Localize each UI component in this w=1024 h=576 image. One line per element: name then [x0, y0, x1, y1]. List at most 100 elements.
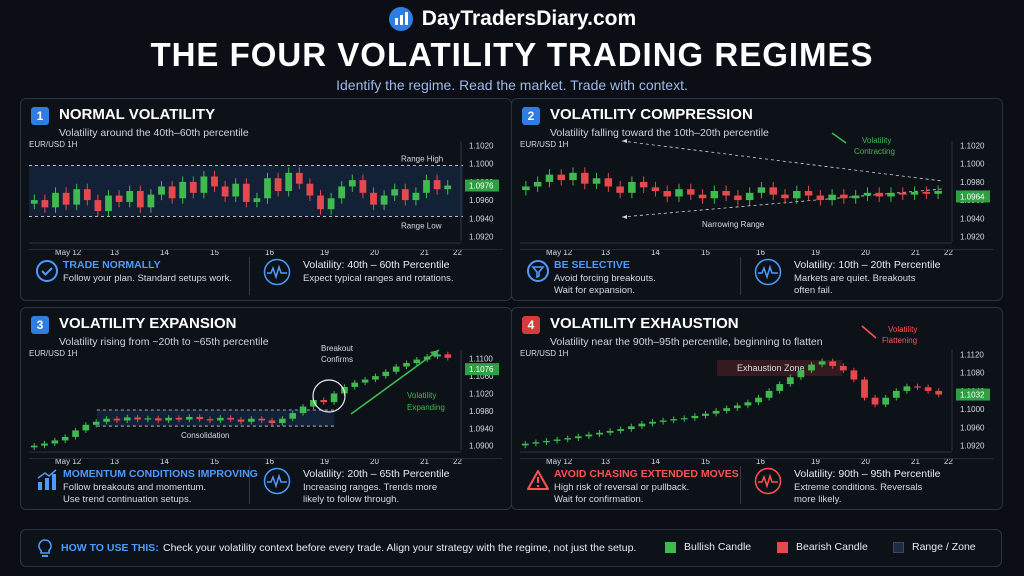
y-tick-label: 1.1000 — [960, 405, 985, 414]
candle-body — [765, 390, 773, 398]
candle-body — [92, 421, 100, 425]
candle-body — [123, 417, 131, 421]
candle-body — [274, 178, 282, 191]
candlestick-chart-compression: Narrowing Range Volatility Contracting 1.10… — [520, 132, 990, 257]
x-tick-label: 16 — [756, 457, 765, 466]
y-tick-label: 1.0920 — [960, 232, 985, 241]
candle-body — [691, 415, 699, 419]
footer-divider — [249, 257, 250, 295]
x-tick-label: 16 — [265, 248, 274, 257]
x-tick-label: 19 — [320, 248, 329, 257]
legend-zone: Range / Zone — [893, 541, 976, 553]
candle-body — [217, 417, 224, 421]
y-tick-label: 1.0920 — [469, 232, 494, 241]
candle-body — [616, 186, 624, 193]
panel-description: Volatility around the 40th–60th percenti… — [59, 127, 249, 139]
brand[interactable]: DayTradersDiary.com — [0, 6, 1024, 32]
candle-body — [338, 186, 346, 199]
x-tick-label: May 12 — [55, 248, 82, 257]
candle-body — [392, 366, 400, 372]
candle-body — [134, 417, 141, 420]
x-tick-label: 14 — [651, 248, 660, 257]
x-tick-label: 14 — [651, 457, 660, 466]
candle-body — [910, 191, 919, 195]
panel-description: Volatility near the 90th–95th percentile… — [550, 336, 823, 348]
x-tick-label: 19 — [811, 457, 820, 466]
volatility-range: Volatility: 40th – 60th Percentile — [303, 259, 450, 271]
zone-low-label: Consolidation — [181, 431, 229, 440]
narrowing-range-label: Narrowing Range — [702, 220, 765, 229]
candle-body — [638, 423, 646, 427]
page-subtitle: Identify the regime. Read the market. Tr… — [336, 77, 688, 93]
candle-body — [361, 379, 369, 383]
y-tick-label: 1.1100 — [469, 355, 493, 364]
candle-body — [179, 181, 187, 199]
candle-body — [793, 191, 801, 199]
candle-body — [710, 191, 719, 199]
x-tick-label: 20 — [370, 248, 379, 257]
candle-body — [196, 416, 203, 420]
candle-body — [412, 192, 420, 201]
candle-body — [168, 186, 176, 199]
panel-divider — [520, 458, 994, 459]
x-tick-label: May 12 — [546, 248, 573, 257]
legend-label: Range / Zone — [912, 541, 976, 553]
candle-body — [899, 192, 907, 195]
candle-body — [41, 200, 49, 208]
y-tick-label: 1.1000 — [469, 160, 494, 169]
y-tick-label: 1.0940 — [469, 424, 494, 433]
candle-body — [839, 365, 847, 371]
volatility-range: Volatility: 20th – 65th Percentile — [303, 468, 450, 480]
candle-body — [158, 186, 165, 195]
panel-divider — [29, 249, 503, 250]
footer-divider — [740, 466, 741, 504]
candle-body — [828, 194, 836, 201]
candle-body — [882, 397, 890, 405]
zone-high-label: Range High — [401, 155, 443, 164]
contracting-arrow — [831, 132, 847, 144]
panel-normal-volatility: 1 NORMAL VOLATILITY Volatility around th… — [20, 98, 512, 301]
exhaustion-zone — [717, 360, 842, 376]
symbol-label: EUR/USD 1H — [29, 140, 78, 149]
candle-body — [227, 417, 234, 420]
candle-body — [871, 397, 879, 405]
panel-title: VOLATILITY COMPRESSION — [550, 106, 753, 123]
candle-body — [211, 176, 218, 187]
annotation-line: Volatility — [888, 325, 917, 334]
range-zone — [96, 410, 335, 427]
candle-body — [887, 192, 895, 197]
volatility-wave-icon — [754, 467, 782, 495]
candle-body — [627, 426, 635, 430]
x-tick-label: 14 — [160, 248, 169, 257]
candle-body — [403, 363, 410, 367]
y-tick-label: 1.0940 — [469, 214, 494, 223]
exhaustion-zone-label: Exhaustion Zone — [737, 363, 805, 373]
annotation-line: Confirms — [321, 355, 353, 364]
x-tick-label: 13 — [110, 248, 119, 257]
x-tick-label: 20 — [370, 457, 379, 466]
candle-body — [62, 192, 70, 205]
candle-body — [348, 180, 356, 187]
candle-body — [670, 419, 678, 421]
footer-body: High risk of reversal or pullback. Wait … — [554, 482, 690, 505]
y-tick-label: 1.1060 — [469, 372, 494, 381]
footer-divider — [740, 257, 741, 295]
candle-body — [94, 200, 102, 211]
panel-description: Volatility rising from ~20th to ~65th pe… — [59, 336, 269, 348]
candle-body — [569, 172, 577, 181]
candle-body — [818, 361, 826, 365]
candle-body — [680, 418, 688, 420]
brand-logo-icon — [388, 7, 413, 31]
candle-body — [380, 195, 388, 205]
x-tick-label: 22 — [453, 248, 462, 257]
filter-icon — [527, 260, 549, 282]
how-to-use-label: HOW TO USE THIS: — [61, 542, 159, 554]
y-tick-label: 1.1120 — [960, 351, 984, 360]
candle-body — [105, 195, 112, 211]
candle-body — [922, 191, 931, 194]
candle-body — [553, 439, 561, 441]
candle-body — [722, 191, 730, 196]
candle-body — [581, 172, 589, 184]
candle-body — [649, 421, 656, 424]
